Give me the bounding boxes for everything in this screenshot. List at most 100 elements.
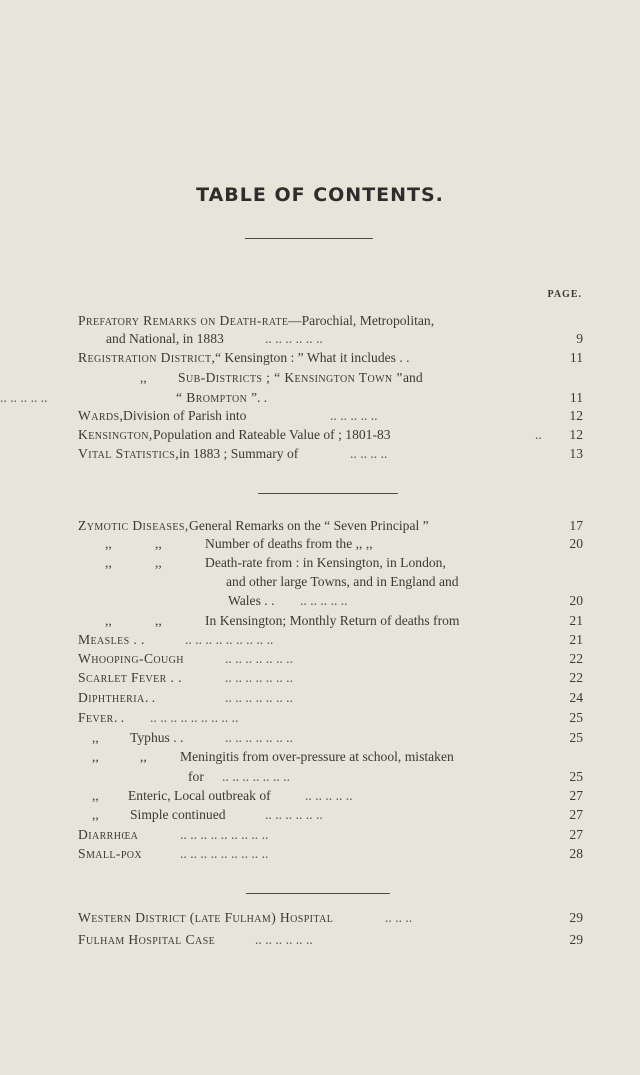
toc-entry: Diphtheria . . .. .. .. .. .. .. .. 24 <box>0 688 640 708</box>
entry-text: Typhus . . <box>130 730 184 745</box>
entry-heading: “ Brompton ” <box>176 390 258 405</box>
toc-entry: Western District (late Fulham) Hospital.… <box>0 908 640 928</box>
ditto-mark: ,, <box>140 370 147 385</box>
toc-entry: ,, Simple continued .. .. .. .. .. .. 27 <box>0 805 640 825</box>
toc-entry: Fulham Hospital Case .. .. .. .. .. .. 29 <box>0 930 640 950</box>
entry-text: Simple continued <box>130 807 226 822</box>
page-column-header: PAGE. <box>547 289 582 300</box>
ditto-mark: ,, <box>92 807 99 822</box>
entry-text: In Kensington; Monthly Return of deaths … <box>205 613 460 628</box>
divider <box>245 238 373 239</box>
dot-leader: .. .. .. <box>385 910 413 925</box>
entry-text: Population and Rateable Value of ; 1801-… <box>153 427 391 442</box>
toc-entry: ,,,, Number of deaths from the ,, ,, 20 <box>0 534 640 554</box>
entry-text: for <box>188 769 204 784</box>
ditto-mark: ,, <box>105 555 112 570</box>
toc-entry: “ Brompton ”. . .. .. .. .. .. 11 <box>0 388 640 408</box>
entry-heading: Kensington, <box>78 427 153 442</box>
page-number: 12 <box>569 427 583 442</box>
page-number: 25 <box>569 730 583 745</box>
toc-entry: ,,,, Meningitis from over-pressure at sch… <box>0 747 640 767</box>
dot-leader: .. <box>535 427 542 442</box>
entry-heading: Fever <box>78 710 114 725</box>
entry-heading: Fulham Hospital Case <box>78 932 216 947</box>
toc-entry: Registration District, “ Kensington : ” … <box>0 348 640 368</box>
ditto-mark: ,, <box>92 788 99 803</box>
dot-leader: .. .. .. .. .. .. .. .. .. <box>185 632 274 647</box>
dot-leader: .. .. .. .. .. <box>330 408 378 423</box>
dot-leader: .. .. .. .. .. .. .. <box>225 690 293 705</box>
toc-entry: Kensington, Population and Rateable Valu… <box>0 425 640 445</box>
toc-entry: Whooping-Cough .. .. .. .. .. .. .. 22 <box>0 649 640 669</box>
toc-entry: Zymotic Diseases, General Remarks on the… <box>0 516 640 536</box>
entry-text: Division of Parish into <box>123 408 247 423</box>
entry-heading: Sub-Districts ; “ Kensington Town ” <box>178 370 403 385</box>
entry-heading: Prefatory Remarks on Death-rate <box>78 313 289 328</box>
page-number: 28 <box>569 846 583 861</box>
page-number: 22 <box>569 651 583 666</box>
entry-text: and National, in 1883 <box>106 331 224 346</box>
entry-text: Wales . . <box>228 593 275 608</box>
entry-heading: Vital Statistics, <box>78 446 180 461</box>
dot-leader: .. .. .. .. .. .. .. <box>225 670 293 685</box>
ditto-mark: ,, <box>92 730 99 745</box>
toc-entry: ,, Typhus . . .. .. .. .. .. .. .. 25 <box>0 728 640 748</box>
toc-entry: Prefatory Remarks on Death-rate —Parochia… <box>0 311 640 331</box>
entry-text: Number of deaths from the ,, ,, <box>205 536 373 551</box>
dot-leader: .. .. .. .. .. .. <box>265 331 323 346</box>
entry-text: Death-rate from : in Kensington, in Lond… <box>205 555 446 570</box>
page-number: 25 <box>569 769 583 784</box>
entry-text: General Remarks on the “ Seven Principal… <box>189 518 429 533</box>
toc-entry: ,,,, In Kensington; Monthly Return of dea… <box>0 611 640 631</box>
page-number: 25 <box>569 710 583 725</box>
entry-heading: Diarrhœa <box>78 827 139 842</box>
entry-text: in 1883 ; Summary of <box>179 446 299 461</box>
page-number: 27 <box>569 827 583 842</box>
ditto-mark: ,, <box>105 536 112 551</box>
dot-leader: .. .. .. .. .. .. <box>255 932 313 947</box>
page-number: 22 <box>569 670 583 685</box>
page-number: 11 <box>569 350 583 365</box>
dot-leader: .. .. .. .. .. .. .. <box>225 730 293 745</box>
dot-leader: .. .. .. .. .. .. .. .. .. <box>180 846 269 861</box>
ditto-mark: ,, <box>155 536 162 551</box>
entry-text: . . <box>114 710 125 725</box>
ditto-mark: ,, <box>155 555 162 570</box>
divider <box>246 893 390 894</box>
dot-leader: .. .. .. .. .. <box>300 593 348 608</box>
toc-entry: and other large Towns, and in England an… <box>0 572 640 592</box>
page-number: 29 <box>569 910 583 925</box>
dot-leader: .. .. .. .. .. .. .. <box>225 651 293 666</box>
entry-heading: Scarlet Fever . . <box>78 670 182 685</box>
entry-text: —Parochial, Metropolitan, <box>288 313 435 328</box>
entry-text: Enteric, Local outbreak of <box>128 788 271 803</box>
toc-entry: ,, Enteric, Local outbreak of .. .. .. .. … <box>0 786 640 806</box>
toc-entry: for .. .. .. .. .. .. .. 25 <box>0 767 640 787</box>
page-number: 17 <box>569 518 583 533</box>
page-number: 12 <box>569 408 583 423</box>
page-number: 13 <box>569 446 583 461</box>
dot-leader: .. .. .. .. .. <box>305 788 353 803</box>
dot-leader: .. .. .. .. .. .. .. .. .. <box>180 827 269 842</box>
entry-heading: Whooping-Cough <box>78 651 184 666</box>
page-number: 21 <box>569 613 583 628</box>
entry-text: and <box>403 370 423 385</box>
dot-leader: .. .. .. .. .. .. .. .. .. <box>150 710 239 725</box>
toc-entry: and National, in 1883 .. .. .. .. .. .. 9 <box>0 329 640 349</box>
ditto-mark: ,, <box>105 613 112 628</box>
entry-heading: Small-pox <box>78 846 143 861</box>
entry-heading: Western District (late Fulham) Hospital <box>78 910 334 925</box>
entry-heading: Registration District, <box>78 350 216 365</box>
dot-leader: .. .. .. .. .. <box>0 390 48 405</box>
toc-entry: Vital Statistics, in 1883 ; Summary of..… <box>0 444 640 464</box>
toc-entry: Measles . . .. .. .. .. .. .. .. .. .. 21 <box>0 630 640 650</box>
entry-text: “ Kensington : ” What it includes . . <box>215 350 410 365</box>
toc-entry: Scarlet Fever . . .. .. .. .. .. .. .. 22 <box>0 668 640 688</box>
page-number: 9 <box>576 331 583 346</box>
entry-text: Meningitis from over-pressure at school,… <box>180 749 454 764</box>
page-number: 27 <box>569 788 583 803</box>
toc-entry: Wales . . .. .. .. .. .. 20 <box>0 591 640 611</box>
entry-heading: Wards, <box>78 408 124 423</box>
toc-entry: Fever . . .. .. .. .. .. .. .. .. .. 25 <box>0 708 640 728</box>
page-number: 24 <box>569 690 583 705</box>
